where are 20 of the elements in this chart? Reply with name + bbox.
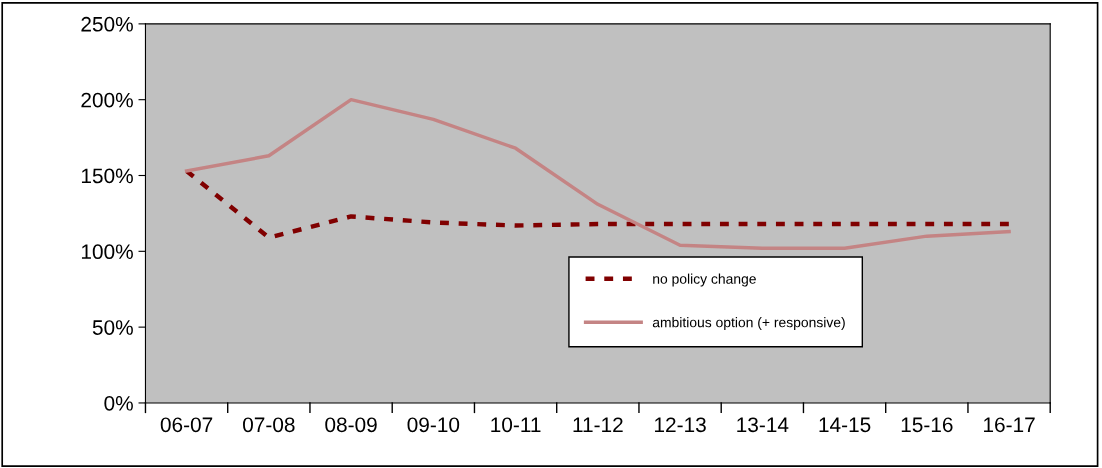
y-tick-label: 200% (81, 92, 133, 108)
x-tick-label: 12-13 (655, 417, 706, 433)
x-tick-label: 09-10 (407, 417, 460, 433)
x-tick-label: 07-08 (243, 417, 295, 433)
y-tick-label: 0% (104, 395, 133, 411)
x-tick-label: 13-14 (737, 417, 789, 433)
y-tick-label: 100% (81, 244, 133, 260)
x-tick-label: 06-07 (160, 417, 213, 433)
x-tick-label: 08-09 (325, 417, 377, 433)
y-tick-label: 50% (92, 320, 133, 335)
x-tick-label: 16-17 (984, 417, 1035, 433)
x-tick-label: 11-12 (573, 417, 623, 432)
x-tick-label: 14-15 (819, 417, 871, 433)
y-tick-label: 250% (81, 16, 133, 32)
legend-label: no policy change (653, 273, 756, 287)
x-tick-label: 10-11 (491, 417, 541, 433)
line-series (184, 97, 1011, 251)
legend-label: ambitious option (+ responsive) (652, 317, 845, 331)
x-tick-label: 15-16 (901, 417, 953, 433)
y-tick-label: 150% (81, 168, 133, 184)
